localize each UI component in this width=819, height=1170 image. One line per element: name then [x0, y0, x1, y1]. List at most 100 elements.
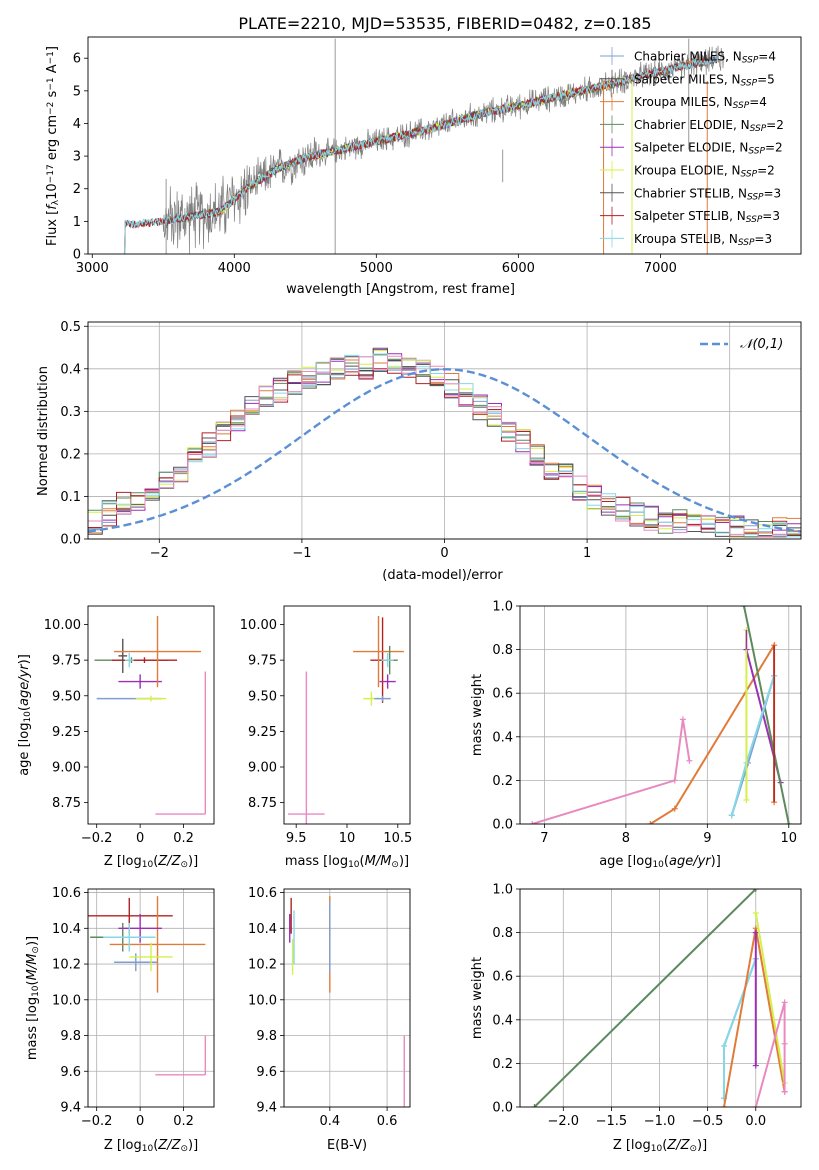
y-tick-label: 6 — [73, 52, 81, 67]
y-tick-label: 0.8 — [492, 926, 513, 941]
x-tick-label: 0.0 — [745, 1114, 766, 1129]
weight-line — [531, 719, 691, 824]
legend-sub: SSP — [747, 193, 764, 203]
y-tick-label: 9.8 — [256, 1029, 277, 1044]
axes-age_Z: −0.2 0 0.2 8.75 9.00 9.25 9.50 9.75 10.00 — [44, 605, 215, 846]
label-part: M/M — [365, 854, 392, 869]
x-tick-label: 6000 — [502, 261, 535, 276]
y-tick-label: 9.4 — [256, 1101, 277, 1116]
hist-salpeter-stelib — [88, 362, 801, 538]
legend-nssp: =3 — [764, 186, 782, 200]
weight-line — [754, 912, 786, 1084]
legend-nssp: =3 — [754, 232, 772, 246]
y-tick-label: 9.25 — [248, 725, 277, 740]
label-part: ( — [662, 1138, 667, 1153]
label-part: −2 — [46, 102, 56, 115]
y-tick-label: 0.4 — [60, 362, 81, 377]
y-tick-label: 10.6 — [52, 886, 81, 901]
axes-frame — [87, 888, 215, 1108]
label-part: 10 — [23, 711, 33, 723]
label-part: )] — [399, 854, 409, 869]
label-part: age [log — [599, 854, 652, 869]
axis-label: mass [log10(M/M⊙)] — [25, 936, 41, 1060]
legend-name: Chabrier STELIB, N — [634, 186, 747, 200]
label-part: −17 — [46, 164, 56, 183]
label-part: mass [log — [285, 854, 348, 869]
plot-area-weight_age — [529, 606, 792, 824]
legend-sub: SSP — [750, 124, 767, 134]
axes-frame — [87, 605, 215, 825]
y-tick-label: 3 — [73, 150, 81, 165]
x-tick-label: 10 — [781, 831, 798, 846]
y-tick-label: 10.6 — [248, 886, 277, 901]
x-tick-label: −0.2 — [81, 1114, 113, 1129]
x-tick-label: 0 — [136, 831, 144, 846]
x-tick-label: 10.5 — [383, 831, 412, 846]
y-tick-label: 1.0 — [492, 883, 513, 898]
x-axis-label: wavelength [Angstrom, rest frame] — [286, 282, 515, 297]
label-part: ( — [17, 706, 32, 711]
y-tick-label: 0.0 — [492, 1101, 513, 1116]
label-part: Z/Z — [157, 1138, 181, 1153]
weight-line — [533, 889, 757, 1107]
y-tick-label: 9.4 — [60, 1101, 81, 1116]
hist-pink — [88, 355, 801, 538]
label-part: ] — [45, 46, 60, 51]
x-tick-label: 0.4 — [319, 1114, 340, 1129]
axes-frame — [87, 36, 802, 255]
y-tick-label: 0.4 — [492, 730, 513, 745]
legend-nssp: =2 — [765, 141, 783, 155]
label-part: ⊙ — [31, 946, 41, 954]
x-tick-label: 0.6 — [377, 1114, 398, 1129]
legend-label: Chabrier ELODIE, NSSP=2 — [634, 118, 784, 134]
y-tick-label: 10.0 — [52, 993, 81, 1008]
label-part: )] — [697, 1138, 707, 1153]
legend-sub: SSP — [733, 101, 750, 111]
legend-label: Salpeter ELODIE, NSSP=2 — [634, 141, 783, 157]
axes-frame — [519, 888, 802, 1108]
x-tick-label: −1 — [292, 546, 311, 561]
x-tick-label: 4000 — [218, 261, 251, 276]
label-part: 10 — [348, 860, 360, 870]
label-part: ( — [153, 1138, 158, 1153]
label-part: ⊙ — [391, 860, 399, 870]
label-part: ( — [25, 980, 40, 985]
axes-frame — [283, 605, 411, 825]
weight-line — [743, 606, 790, 824]
label-part: 10 — [652, 860, 664, 870]
weight-line — [754, 1002, 786, 1107]
y-tick-label: 9.8 — [60, 1029, 81, 1044]
legend-label: 𝒩(0,1) — [740, 337, 783, 352]
x-tick-label: 5000 — [360, 261, 393, 276]
label-part: λ — [51, 199, 61, 205]
y-tick-label: 9.50 — [52, 689, 81, 704]
x-tick-label: 0 — [136, 1114, 144, 1129]
y-tick-label: 9.50 — [248, 689, 277, 704]
legend-label: Kroupa ELODIE, NSSP=2 — [634, 164, 775, 180]
y-tick-label: 10.4 — [52, 922, 81, 937]
legend-label: Kroupa STELIB, NSSP=3 — [634, 232, 772, 248]
normal-curve — [88, 368, 801, 533]
label-part: A — [45, 64, 60, 77]
y-tick-label: 9.75 — [52, 654, 81, 669]
label-part: Z [log — [104, 854, 142, 869]
legend-label: Salpeter STELIB, NSSP=3 — [634, 209, 780, 225]
axis-label: Z [log10(Z/Z⊙)] — [613, 1138, 707, 1154]
legend-label: Chabrier MILES, NSSP=4 — [634, 50, 776, 66]
x-tick-label: −1.0 — [644, 1114, 676, 1129]
y-axis-label: Normed distribution — [36, 366, 51, 496]
y-tick-label: 0.2 — [492, 1057, 513, 1072]
legend-name: Kroupa STELIB, N — [634, 232, 738, 246]
legend-sub: SSP — [738, 238, 755, 248]
label-part: mass [log — [25, 997, 40, 1060]
y-tick-label: 9.6 — [256, 1065, 277, 1080]
label-part: Z [log — [613, 1138, 651, 1153]
legend-name: Salpeter MILES, N — [634, 72, 741, 86]
label-part: ⊙ — [689, 1144, 697, 1154]
axes-mass_Z: −0.2 0 0.2 9.4 9.6 9.8 10.0 10.2 10.4 10.6 — [52, 886, 215, 1129]
y-tick-label: 10.0 — [248, 993, 277, 1008]
y-tick-label: 10.4 — [248, 922, 277, 937]
legend-label: Kroupa MILES, NSSP=4 — [634, 95, 767, 111]
label-part: 10 — [142, 1144, 154, 1154]
